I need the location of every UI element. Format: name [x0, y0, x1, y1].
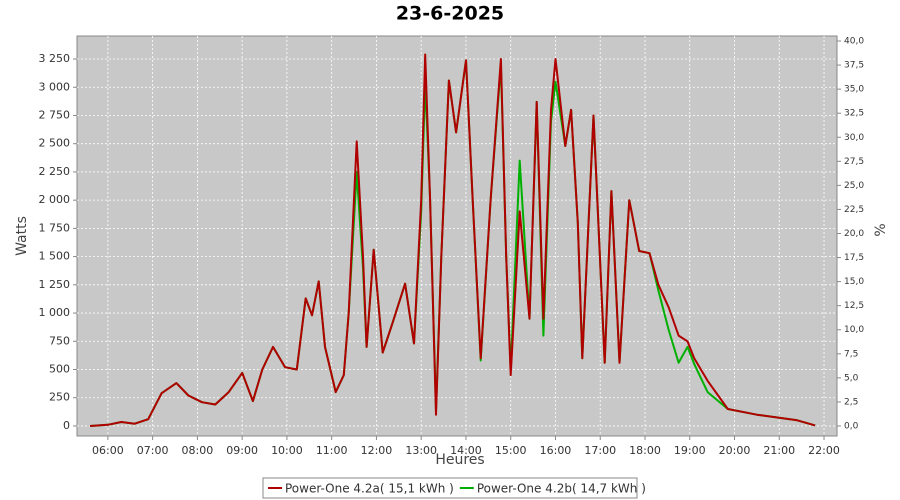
- x-tick-label: 13:00: [405, 444, 437, 457]
- x-axis-title: Heures: [435, 452, 484, 468]
- x-tick-label: 06:00: [92, 444, 124, 457]
- y2-axis-title: %: [873, 223, 889, 236]
- y-tick-label: 2 750: [39, 108, 71, 121]
- y2-tick-label: 40,0: [844, 37, 864, 47]
- x-tick-label: 07:00: [137, 444, 169, 457]
- y2-tick-label: 20,0: [844, 229, 864, 239]
- x-tick-label: 19:00: [674, 444, 706, 457]
- plot-area: [76, 35, 838, 437]
- y2-tick-label: 35,0: [844, 85, 864, 95]
- series-line: [89, 53, 816, 427]
- y-tick-label: 2 250: [39, 165, 71, 178]
- x-tick-label: 16:00: [540, 444, 572, 457]
- y2-tick-label: 22,5: [844, 205, 864, 215]
- legend-label: Power-One 4.2a( 15,1 kWh ): [285, 482, 454, 496]
- y2-tick-label: 5,0: [844, 373, 859, 383]
- legend-label: Power-One 4.2b( 14,7 kWh ): [477, 482, 646, 496]
- y2-tick-label: 32,5: [844, 109, 864, 119]
- x-tick-label: 18:00: [629, 444, 661, 457]
- chart-title: 23-6-2025: [396, 3, 504, 25]
- y2-tick-label: 12,5: [844, 301, 864, 311]
- y-tick-label: 3 000: [39, 80, 71, 93]
- y2-tick-label: 15,0: [844, 277, 864, 287]
- y-tick-label: 1 750: [39, 221, 71, 234]
- y2-tick-label: 27,5: [844, 157, 864, 167]
- y-tick-label: 2 500: [39, 137, 71, 150]
- x-tick-label: 09:00: [226, 444, 258, 457]
- x-tick-label: 15:00: [495, 444, 527, 457]
- y-tick-label: 2 000: [39, 193, 71, 206]
- y2-tick-label: 7,5: [844, 349, 858, 359]
- y-tick-label: 1 250: [39, 278, 71, 291]
- y-tick-label: 250: [49, 391, 70, 404]
- x-tick-label: 11:00: [316, 444, 348, 457]
- x-tick-label: 17:00: [584, 444, 616, 457]
- y-tick-label: 1 000: [39, 306, 71, 319]
- y2-tick-label: 0,0: [844, 421, 859, 431]
- y-tick-label: 0: [63, 419, 70, 432]
- y2-tick-label: 25,0: [844, 181, 864, 191]
- y2-tick-label: 2,5: [844, 397, 858, 407]
- y-tick-label: 500: [49, 363, 70, 376]
- x-tick-label: 20:00: [719, 444, 751, 457]
- y-tick-label: 750: [49, 334, 70, 347]
- y-axis-title: Watts: [14, 216, 30, 256]
- x-tick-label: 14:00: [450, 444, 482, 457]
- x-tick-label: 21:00: [763, 444, 795, 457]
- x-tick-label: 22:00: [808, 444, 840, 457]
- x-tick-label: 12:00: [361, 444, 393, 457]
- x-tick-label: 10:00: [271, 444, 303, 457]
- y2-tick-label: 17,5: [844, 253, 864, 263]
- x-tick-label: 08:00: [182, 444, 214, 457]
- y2-tick-label: 10,0: [844, 325, 864, 335]
- y2-tick-label: 30,0: [844, 133, 864, 143]
- y-tick-label: 3 250: [39, 52, 71, 65]
- y-tick-label: 1 500: [39, 250, 71, 263]
- legend: [262, 477, 638, 499]
- y2-tick-label: 37,5: [844, 61, 864, 71]
